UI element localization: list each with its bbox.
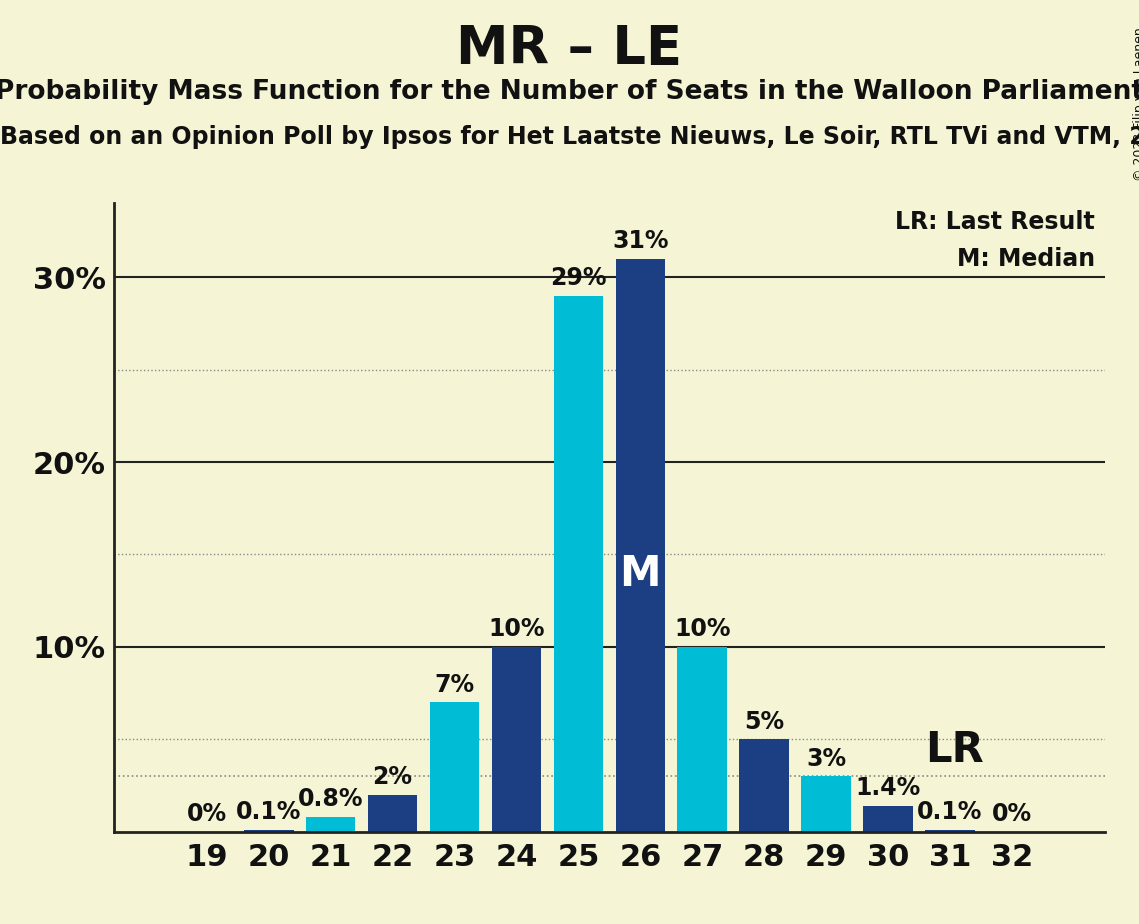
Text: 5%: 5% bbox=[744, 710, 785, 734]
Text: 10%: 10% bbox=[674, 617, 730, 641]
Text: MR – LE: MR – LE bbox=[457, 23, 682, 75]
Text: M: M bbox=[620, 553, 661, 595]
Text: M: Median: M: Median bbox=[957, 248, 1095, 272]
Bar bbox=[802, 776, 851, 832]
Bar bbox=[678, 647, 727, 832]
Bar bbox=[554, 296, 604, 832]
Text: 31%: 31% bbox=[612, 229, 669, 253]
Bar bbox=[368, 795, 417, 832]
Text: 29%: 29% bbox=[550, 266, 607, 290]
Bar bbox=[863, 806, 912, 832]
Bar bbox=[306, 817, 355, 832]
Text: 0%: 0% bbox=[992, 802, 1032, 826]
Text: 0.1%: 0.1% bbox=[236, 800, 302, 824]
Bar bbox=[429, 702, 480, 832]
Text: Probability Mass Function for the Number of Seats in the Walloon Parliament: Probability Mass Function for the Number… bbox=[0, 79, 1139, 104]
Text: © 2023 Filip van Laenen: © 2023 Filip van Laenen bbox=[1133, 28, 1139, 181]
Text: 7%: 7% bbox=[434, 673, 475, 697]
Bar bbox=[615, 259, 665, 832]
Text: 3%: 3% bbox=[806, 747, 846, 771]
Text: LR: LR bbox=[925, 729, 984, 771]
Text: 0.8%: 0.8% bbox=[298, 787, 363, 811]
Text: Based on an Opinion Poll by Ipsos for Het Laatste Nieuws, Le Soir, RTL TVi and V: Based on an Opinion Poll by Ipsos for He… bbox=[0, 125, 1139, 149]
Text: LR: Last Result: LR: Last Result bbox=[895, 210, 1095, 234]
Bar bbox=[739, 739, 789, 832]
Bar bbox=[244, 830, 294, 832]
Bar bbox=[492, 647, 541, 832]
Text: 0%: 0% bbox=[187, 802, 227, 826]
Text: 10%: 10% bbox=[489, 617, 544, 641]
Bar bbox=[925, 830, 975, 832]
Text: 1.4%: 1.4% bbox=[855, 776, 920, 800]
Text: 0.1%: 0.1% bbox=[917, 800, 983, 824]
Text: 2%: 2% bbox=[372, 765, 412, 789]
